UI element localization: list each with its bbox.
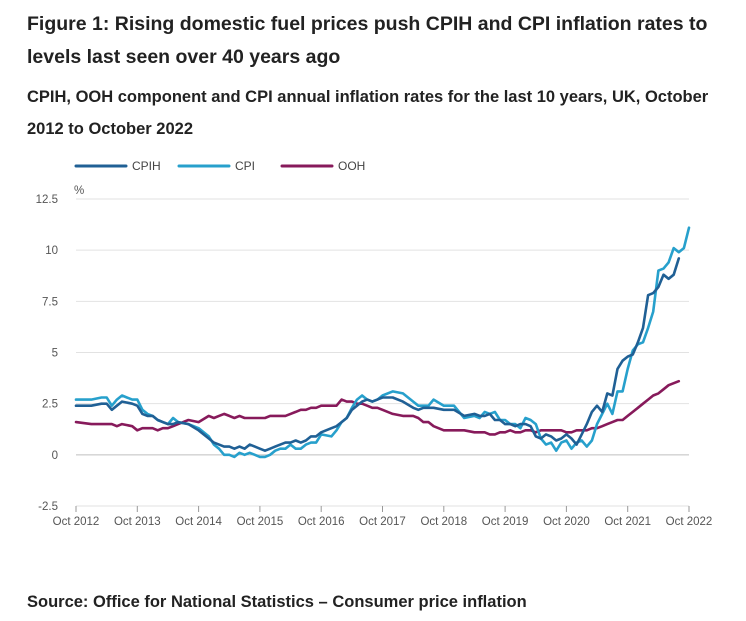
chart-title: Figure 1: Rising domestic fuel prices pu… — [27, 13, 708, 68]
chart-legend: CPIH CPI OOH — [74, 159, 365, 173]
x-tick-label: Oct 2013 — [114, 516, 161, 528]
series-line-cpi — [74, 226, 691, 459]
x-tick-label: Oct 2020 — [543, 516, 590, 528]
y-tick-label: 0 — [52, 450, 58, 462]
x-tick-label: Oct 2017 — [359, 516, 406, 528]
x-tick-label: Oct 2015 — [237, 516, 284, 528]
x-tick-label: Oct 2022 — [666, 516, 713, 528]
y-tick-label: 2.5 — [42, 399, 58, 411]
y-tick-label: 10 — [45, 245, 58, 257]
y-tick-label: 5 — [52, 348, 58, 360]
legend-label-cpi: CPI — [235, 159, 255, 173]
x-tick-label: Oct 2012 — [53, 516, 100, 528]
x-tick-label: Oct 2021 — [604, 516, 651, 528]
chart-gridlines — [76, 198, 689, 507]
x-tick-label: Oct 2014 — [175, 516, 222, 528]
legend-label-cpih: CPIH — [132, 159, 161, 173]
x-axis-ticks: Oct 2012 Oct 2013 Oct 2014 Oct 2015 Oct 2016… — [53, 506, 713, 528]
source-note: Source: Office for National Statistics –… — [27, 593, 527, 611]
y-tick-label: -2.5 — [38, 501, 58, 513]
series-line-cpih — [74, 257, 681, 453]
y-axis-unit-label: % — [74, 185, 84, 197]
series-line-ooh — [74, 379, 681, 436]
y-tick-label: 12.5 — [36, 194, 58, 206]
y-tick-label: 7.5 — [42, 296, 58, 308]
x-tick-label: Oct 2018 — [420, 516, 467, 528]
chart-series-lines — [74, 226, 691, 459]
x-tick-label: Oct 2019 — [482, 516, 529, 528]
legend-label-ooh: OOH — [338, 159, 365, 173]
y-axis-ticks: -2.5 0 2.5 5 7.5 10 12.5 — [36, 194, 58, 513]
chart-subtitle: CPIH, OOH component and CPI annual infla… — [27, 88, 709, 138]
x-tick-label: Oct 2016 — [298, 516, 345, 528]
